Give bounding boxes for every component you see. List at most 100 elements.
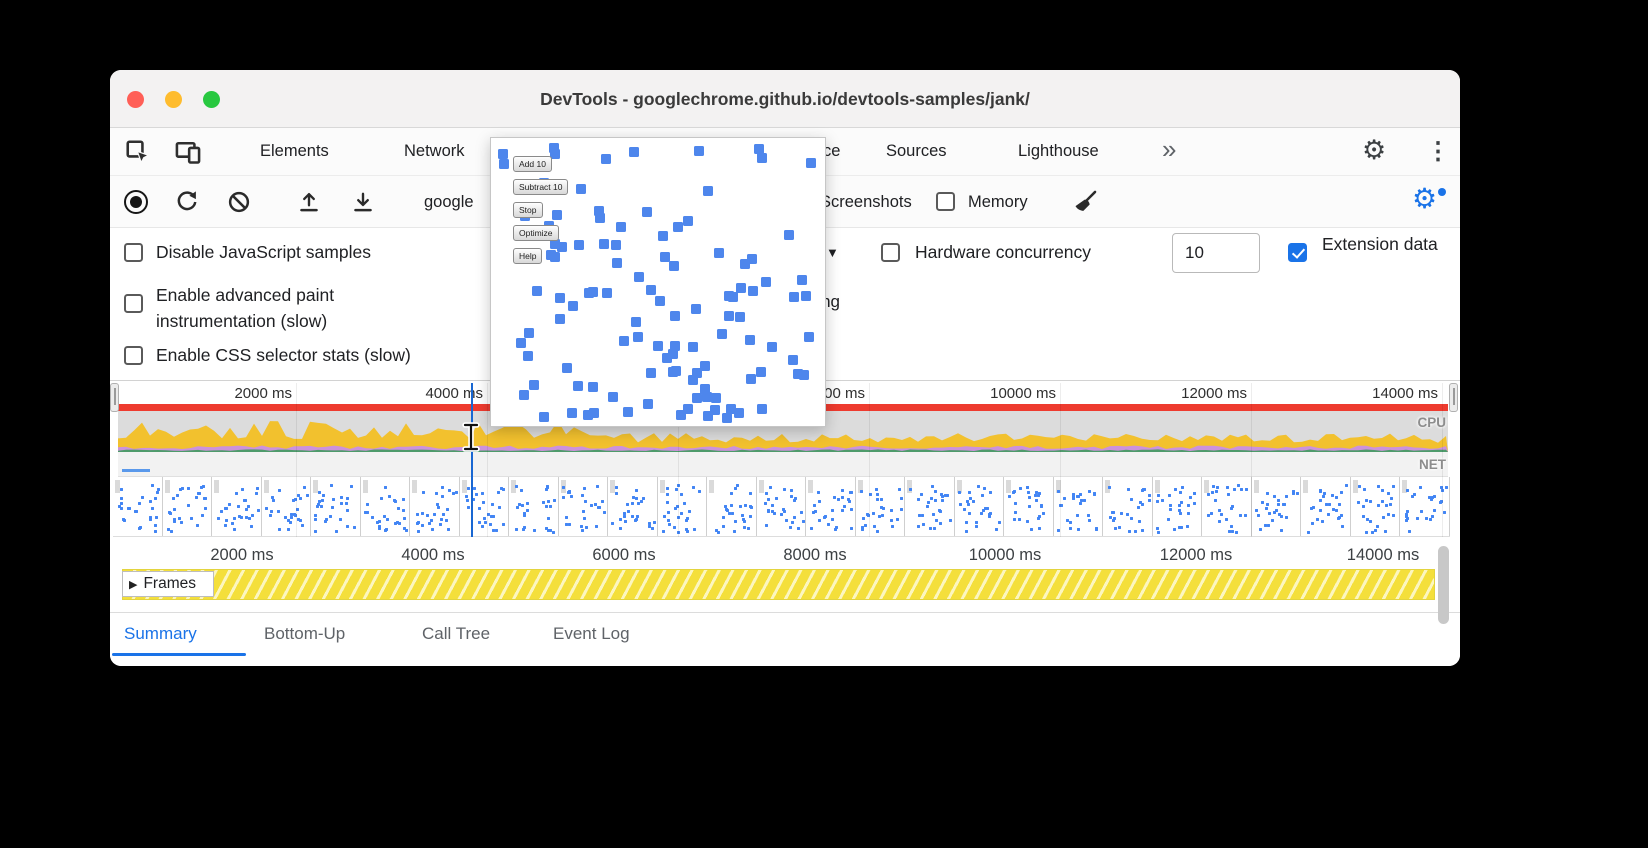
frame-dot: [1321, 495, 1325, 499]
timeline-overview[interactable]: 2000 ms 4000 ms 6000 ms 8000 ms 10000 ms…: [110, 383, 1460, 537]
memory-label[interactable]: Memory: [968, 193, 1028, 211]
frames-track-bar[interactable]: [122, 569, 1435, 600]
tab-event-log[interactable]: Event Log: [553, 624, 630, 643]
overview-left-handle[interactable]: [110, 383, 119, 412]
frame-dot: [1272, 510, 1276, 514]
filmstrip-frame[interactable]: [905, 477, 955, 536]
filmstrip-frame[interactable]: [1400, 477, 1450, 536]
frames-disclosure-icon[interactable]: ▶: [129, 578, 138, 591]
css-selector-stats-checkbox[interactable]: [124, 346, 143, 365]
more-tabs-chevron-icon[interactable]: »: [1162, 134, 1177, 164]
screenshots-label[interactable]: Screenshots: [820, 193, 912, 211]
filmstrip-frame[interactable]: [509, 477, 559, 536]
tab-sources[interactable]: Sources: [886, 142, 947, 160]
frame-dot: [445, 508, 449, 511]
filmstrip-frame[interactable]: [806, 477, 856, 536]
reload-record-button[interactable]: [174, 189, 200, 220]
frame-dot: [1173, 528, 1177, 532]
filmstrip-frame[interactable]: [855, 477, 906, 536]
filmstrip-frame[interactable]: [608, 477, 658, 536]
filmstrip-frame[interactable]: [1301, 477, 1351, 536]
vertical-scrollbar[interactable]: [1438, 546, 1449, 624]
frame-dot: [1381, 516, 1385, 520]
save-profile-icon[interactable]: [350, 189, 376, 220]
grid-line: [1251, 383, 1252, 537]
maximize-button[interactable]: [203, 90, 220, 108]
frame-dot: [1380, 489, 1384, 493]
frame-dot: [1404, 512, 1408, 516]
hardware-concurrency-checkbox[interactable]: [881, 243, 900, 262]
filmstrip-frame[interactable]: [1202, 477, 1252, 536]
filmstrip-frame[interactable]: [558, 477, 609, 536]
frame-dot: [331, 498, 335, 502]
jank-square: [567, 300, 578, 311]
filmstrip-frame[interactable]: [459, 477, 510, 536]
filmstrip-frame[interactable]: [954, 477, 1005, 536]
frame-buttons-thumb: [808, 480, 814, 493]
profile-label[interactable]: google: [424, 193, 474, 211]
filmstrip-frame[interactable]: [212, 477, 262, 536]
frame-dot: [836, 497, 840, 501]
filmstrip-frame[interactable]: [1103, 477, 1153, 536]
tab-summary[interactable]: Summary: [124, 624, 197, 643]
filmstrip-frame[interactable]: [1152, 477, 1203, 536]
frame-dot: [1428, 518, 1432, 522]
filmstrip-frame[interactable]: [1053, 477, 1104, 536]
frame-dot: [1075, 494, 1079, 498]
filmstrip-frame[interactable]: [1004, 477, 1054, 536]
tab-lighthouse[interactable]: Lighthouse: [1018, 142, 1099, 160]
memory-checkbox[interactable]: [936, 192, 955, 211]
playhead[interactable]: [471, 383, 473, 537]
cpu-strip[interactable]: [118, 411, 1448, 452]
tab-elements[interactable]: Elements: [260, 142, 329, 160]
settings-gear-icon[interactable]: ⚙: [1362, 135, 1387, 165]
net-strip[interactable]: [118, 452, 1448, 477]
record-button[interactable]: [124, 190, 148, 214]
filmstrip-frame[interactable]: [360, 477, 411, 536]
filmstrip-frame[interactable]: [1251, 477, 1302, 536]
frame-dot: [981, 493, 985, 497]
frame-dot: [1143, 488, 1147, 492]
filmstrip-frame[interactable]: [410, 477, 460, 536]
hardware-concurrency-input[interactable]: [1172, 233, 1260, 273]
filmstrip-frame[interactable]: [1350, 477, 1401, 536]
frame-dot: [1217, 519, 1221, 523]
inspect-icon[interactable]: [124, 138, 152, 171]
filmstrip-frame[interactable]: [756, 477, 807, 536]
clear-button[interactable]: [226, 189, 252, 220]
disable-js-checkbox[interactable]: [124, 243, 143, 262]
overview-right-handle[interactable]: [1449, 383, 1458, 412]
filmstrip-frame[interactable]: [261, 477, 312, 536]
frame-dot: [1037, 514, 1041, 518]
filmstrip-frame[interactable]: [707, 477, 757, 536]
frame-dot: [1041, 511, 1045, 515]
frame-dot: [677, 484, 680, 488]
frame-dot: [647, 525, 651, 529]
frame-dot: [1381, 500, 1385, 504]
frame-dot: [480, 491, 484, 495]
frame-dot: [1038, 526, 1042, 530]
frame-dot: [138, 502, 141, 506]
tab-bottom-up[interactable]: Bottom-Up: [264, 624, 346, 643]
filmstrip-frame[interactable]: [162, 477, 213, 536]
frame-dot: [545, 505, 549, 509]
frame-dot: [382, 515, 386, 519]
tab-network[interactable]: Network: [404, 142, 465, 160]
chevron-down-icon[interactable]: ▼: [826, 245, 839, 260]
filmstrip[interactable]: [113, 477, 1450, 537]
kebab-menu-icon[interactable]: ⋮: [1426, 138, 1450, 165]
collect-garbage-icon[interactable]: [1072, 188, 1099, 220]
close-button[interactable]: [127, 90, 144, 108]
load-profile-icon[interactable]: [296, 189, 322, 220]
filmstrip-frame[interactable]: [311, 477, 361, 536]
extension-data-checkbox[interactable]: [1288, 243, 1307, 262]
jank-square: [518, 390, 529, 401]
filmstrip-frame[interactable]: [657, 477, 708, 536]
filmstrip-frame[interactable]: [113, 477, 163, 536]
device-toolbar-icon[interactable]: [174, 138, 202, 171]
tab-call-tree[interactable]: Call Tree: [422, 624, 491, 643]
frames-track-header[interactable]: ▶ Frames: [122, 571, 214, 597]
capture-settings-gear-icon[interactable]: ⚙: [1412, 183, 1438, 214]
advanced-paint-checkbox[interactable]: [124, 294, 143, 313]
minimize-button[interactable]: [165, 90, 182, 108]
